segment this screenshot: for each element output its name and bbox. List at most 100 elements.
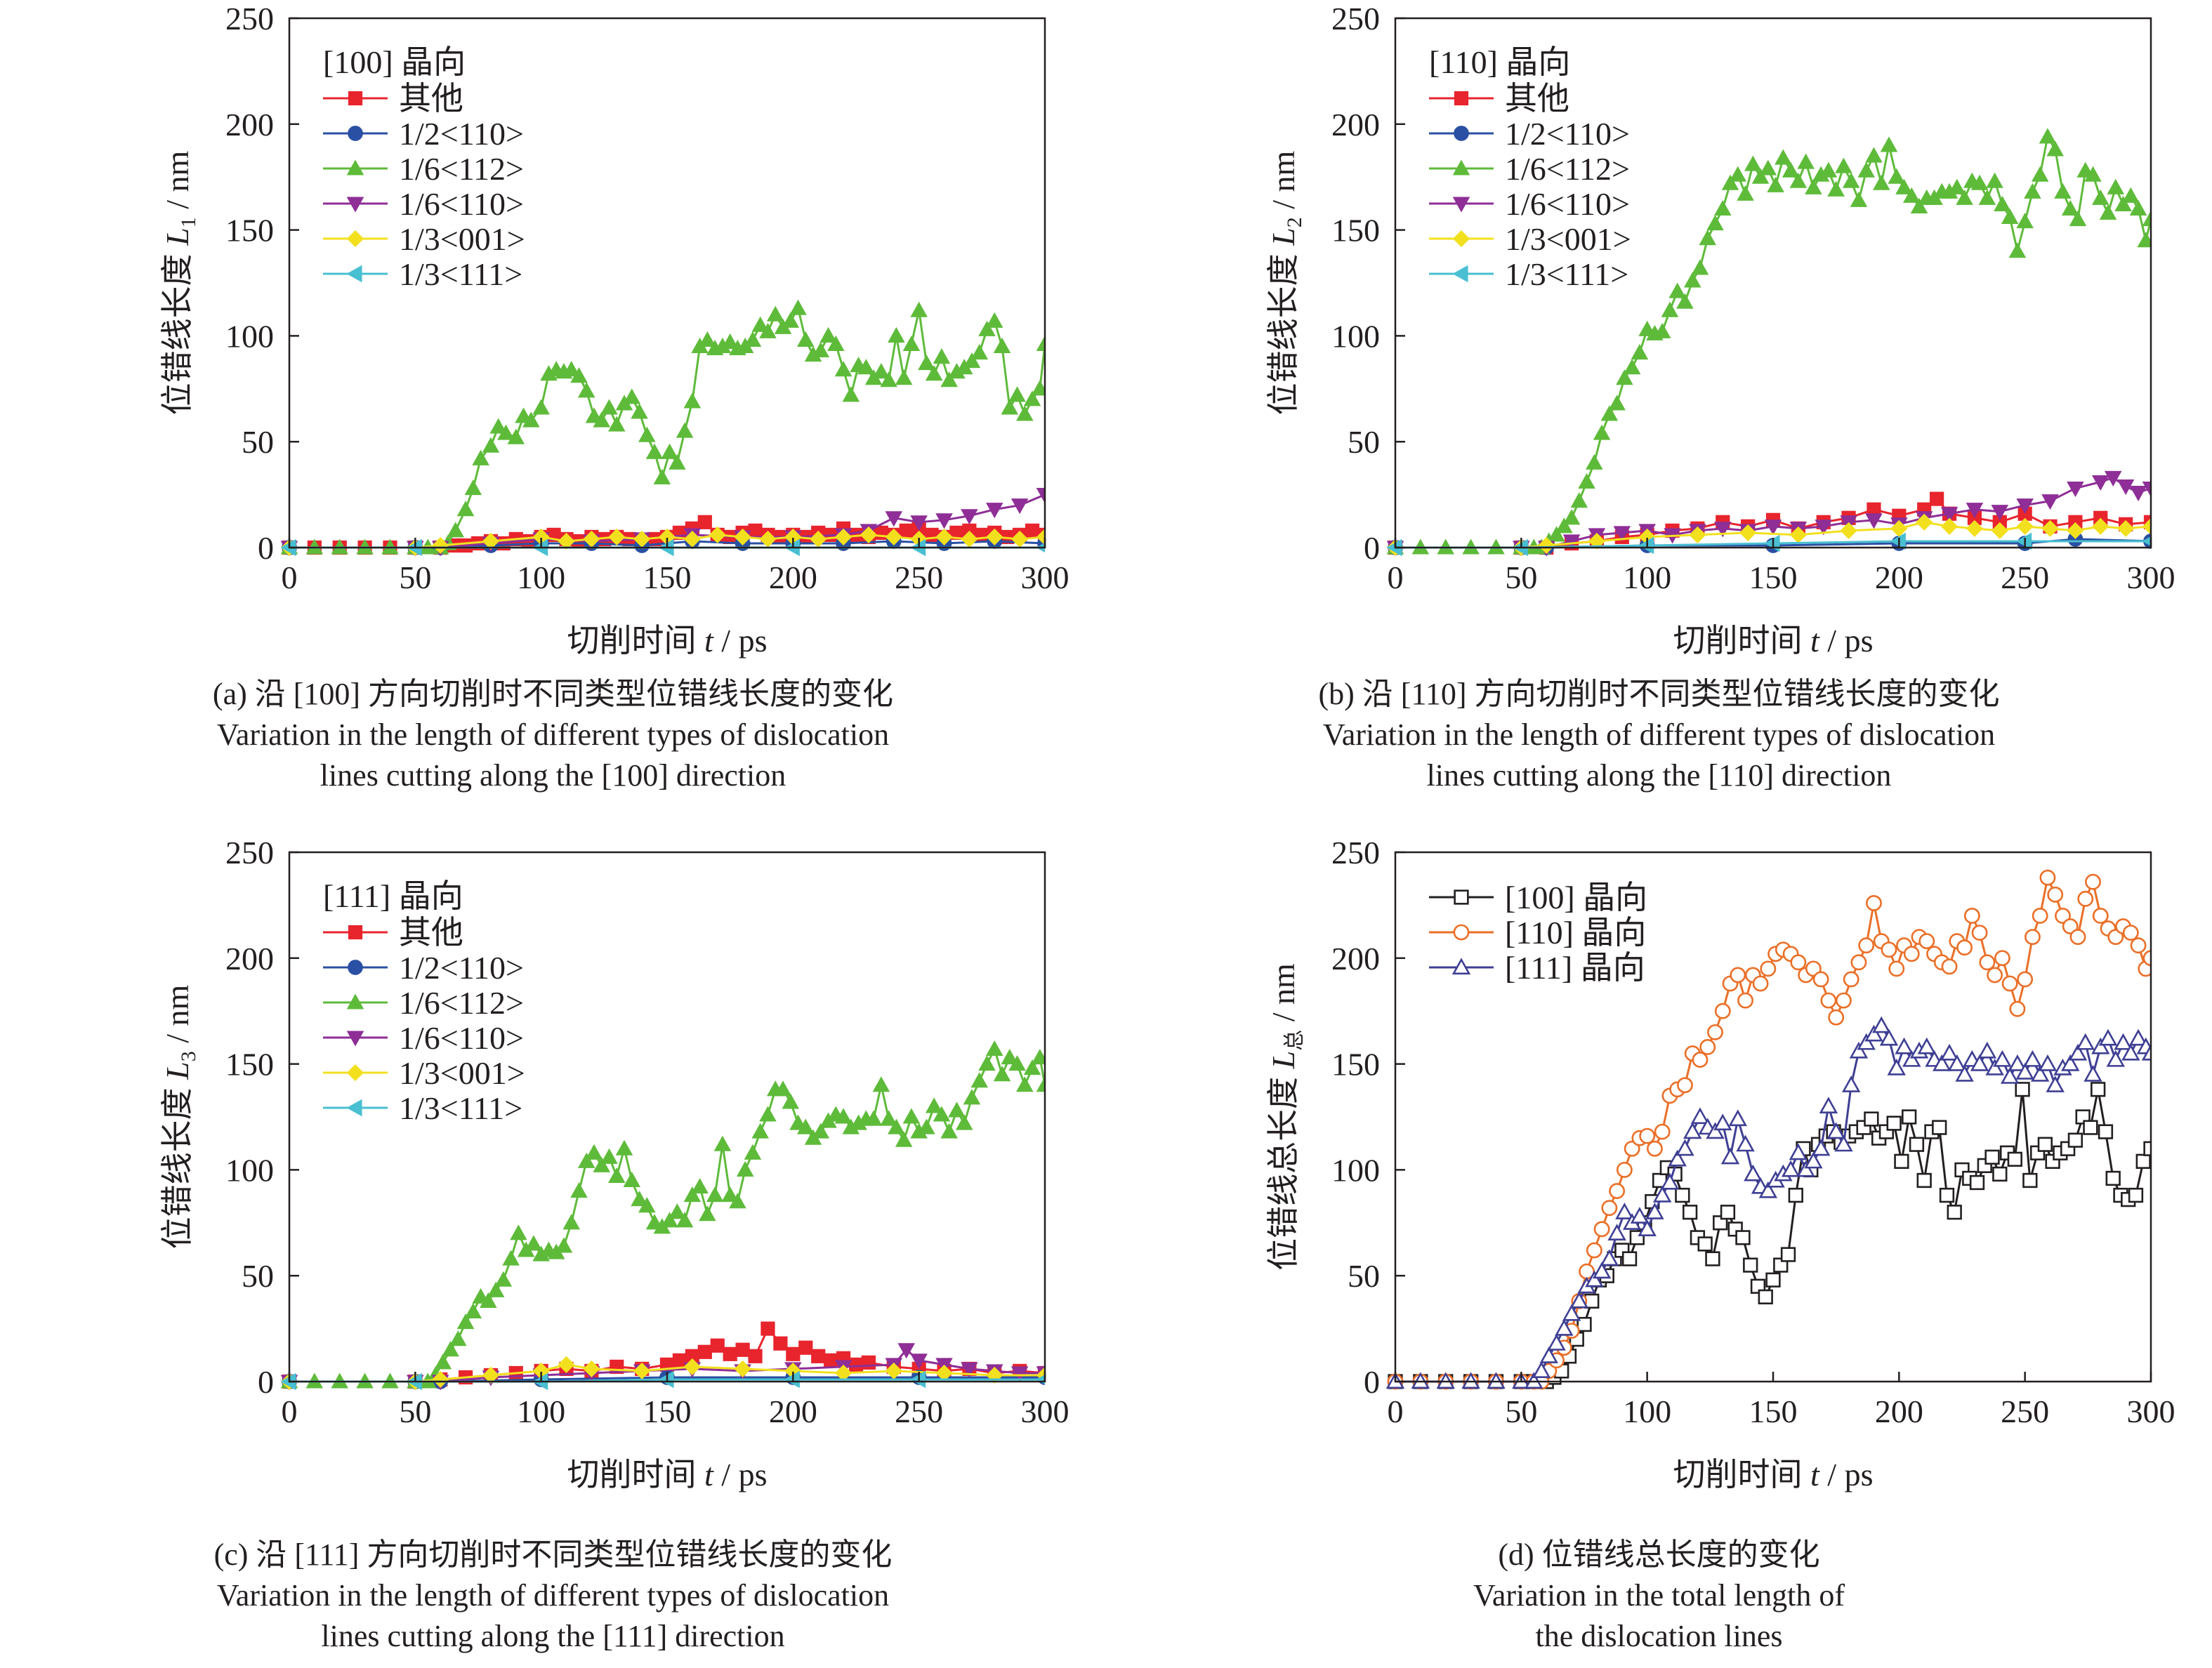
- chart-d-point-2-60: [1933, 1054, 1951, 1071]
- chart-b-point-4-16: [2067, 522, 2084, 539]
- chart-c-point-2-39: [669, 1203, 686, 1219]
- chart-a-point-3-15: [961, 509, 978, 525]
- chart-a-point-4-16: [835, 528, 852, 545]
- chart-d-point-2-66: [1977, 1041, 1997, 1059]
- chart-c-ytick-label-0: 0: [258, 1364, 274, 1400]
- chart-a-xtick-label-6: 300: [1021, 560, 1069, 595]
- chart-a-series-line-2: [289, 307, 1045, 549]
- chart-c-point-2-28: [585, 1144, 603, 1160]
- chart-d-point-2-12: [1569, 1291, 1589, 1309]
- chart-c-point-2-46: [721, 1186, 739, 1203]
- caption-d: (d) 位错线总长度的变化 Variation in the total len…: [1106, 1535, 2212, 1657]
- chart-d-series-1: [1387, 869, 2151, 1390]
- chart-c-point-2-44: [706, 1186, 724, 1203]
- chart-b-point-2-28: [1691, 259, 1709, 275]
- chart-d-point-2-8: [1539, 1346, 1558, 1363]
- chart-d-point-1-49: [1850, 954, 1867, 971]
- chart-b-xtick-label-4: 200: [1875, 560, 1923, 595]
- chart-a-point-2-36: [661, 443, 678, 459]
- chart-d-point-2-61: [1940, 1043, 1959, 1061]
- chart-c-point-2-81: [985, 1040, 1003, 1057]
- chart-d-point-2-22: [1645, 1203, 1664, 1219]
- chart-a-point-2-11: [464, 479, 482, 496]
- chart-d-point-0-54: [1894, 1153, 1909, 1169]
- chart-a-point-2-69: [910, 301, 928, 317]
- chart-a-point-2-31: [623, 388, 641, 404]
- chart-a-point-2-18: [522, 411, 540, 428]
- chart-a-point-2-73: [940, 371, 958, 388]
- chart-d-point-2-68: [1993, 1050, 2012, 1067]
- chart-c-series-2: [280, 1040, 1045, 1389]
- chart-c-point-2-18: [510, 1224, 527, 1240]
- panel-b: 0 50 100 150 200 250 300 0 50 100 150 200 250 切削时间 t …: [1106, 0, 2212, 834]
- chart-d-point-2-85: [2121, 1043, 2140, 1061]
- chart-d-point-2-70: [2008, 1054, 2027, 1071]
- chart-b-point-3-26: [2116, 479, 2135, 496]
- chart-b-point-4-8: [1840, 522, 1857, 539]
- chart-a-ytick-label-1: 50: [242, 424, 274, 460]
- chart-d-point-1-61: [1941, 958, 1958, 975]
- chart-a-ytick-label-0: 0: [258, 530, 274, 566]
- chart-d-point-0-55: [1902, 1109, 1917, 1125]
- chart-c-point-2-53: [774, 1080, 792, 1097]
- chart-d-point-1-63: [1956, 939, 1973, 956]
- chart-d-point-0-53: [1886, 1116, 1902, 1131]
- chart-a-point-2-79: [985, 312, 1003, 328]
- chart-c-point-0-18: [748, 1349, 763, 1363]
- chart-d-point-1-41: [1790, 954, 1807, 971]
- chart-b-point-2-37: [1759, 159, 1777, 176]
- chart-d-point-2-52: [1872, 1016, 1891, 1033]
- chart-d-legend-marker-1: [1453, 924, 1470, 941]
- chart-a-legend-marker-4: [346, 230, 364, 248]
- chart-d-point-2-10: [1555, 1318, 1574, 1336]
- chart-d-point-2-41: [1789, 1143, 1808, 1160]
- chart-d-point-2-32: [1720, 1147, 1740, 1165]
- chart-c-legend: [111] 晶向其他1/2<110>1/6<112>1/6<110>1/3<00…: [323, 878, 525, 1126]
- chart-c-y-axis-label: 位错线长度 L3 / nm: [159, 984, 200, 1249]
- chart-c-legend-label-4: 1/3<001>: [399, 1055, 525, 1091]
- chart-c-point-4-9: [734, 1360, 751, 1377]
- chart-b-point-2-67: [1986, 172, 2003, 188]
- chart-c-legend-item-3: 1/6<110>: [323, 1020, 524, 1056]
- chart-a-point-2-68: [902, 335, 921, 352]
- chart-d-point-2-62: [1947, 1054, 1967, 1071]
- chart-c: 0 50 100 150 200 250 300 0 50 100 150 200 250 切削时间 t …: [159, 835, 1069, 1492]
- chart-b-point-2-19: [1623, 359, 1641, 375]
- chart-d-legend-item-2: [111] 晶向: [1429, 950, 1645, 986]
- chart-d-xtick-label-5: 250: [2001, 1394, 2049, 1429]
- chart-b-point-2-30: [1706, 215, 1724, 231]
- chart-d-point-1-69: [2001, 975, 2018, 992]
- chart-d-point-1-14: [1586, 1242, 1602, 1259]
- chart-d-point-2-48: [1841, 1075, 1861, 1092]
- chart-c-point-0-16: [723, 1346, 737, 1361]
- chart-c-point-2-54: [782, 1093, 800, 1109]
- chart-b-series-line-3: [1395, 476, 2151, 549]
- chart-a-xtick-label-3: 150: [643, 560, 692, 595]
- chart-c-point-3-15: [961, 1362, 978, 1378]
- chart-c-legend-title: [111] 晶向: [323, 878, 463, 914]
- chart-d-point-1-18: [1616, 1161, 1633, 1178]
- chart-b-point-3-21: [2016, 498, 2034, 515]
- chart-d-point-1-15: [1593, 1221, 1610, 1238]
- chart-b-point-2-87: [2137, 232, 2151, 248]
- chart-c-point-2-31: [607, 1167, 626, 1183]
- chart-b-point-3-5: [1613, 526, 1631, 542]
- chart-d-point-1-80: [2085, 873, 2101, 890]
- chart-c-point-2-85: [1016, 1076, 1034, 1092]
- chart-c-point-3-17: [1010, 1366, 1029, 1382]
- chart-d-point-2-67: [1985, 1058, 2004, 1075]
- chart-b-point-2-25: [1668, 282, 1686, 298]
- chart-a-xtick-label-2: 100: [517, 560, 565, 595]
- chart-d-point-2-30: [1706, 1122, 1725, 1139]
- chart-d-xtick-label-4: 200: [1875, 1394, 1923, 1429]
- chart-d-xtick-label-0: 0: [1388, 1394, 1404, 1429]
- chart-d-point-2-79: [2076, 1033, 2095, 1050]
- chart-d-point-2-47: [1834, 1134, 1853, 1152]
- chart-c-ytick-label-5: 250: [225, 835, 274, 871]
- chart-d-point-2-28: [1690, 1107, 1710, 1125]
- chart-c-point-0-17: [735, 1342, 750, 1357]
- chart-c-point-2-34: [631, 1191, 648, 1207]
- chart-c-point-2-32: [615, 1139, 633, 1156]
- chart-c-legend-item-2: 1/6<112>: [323, 985, 524, 1021]
- chart-c-point-2-41: [683, 1186, 702, 1203]
